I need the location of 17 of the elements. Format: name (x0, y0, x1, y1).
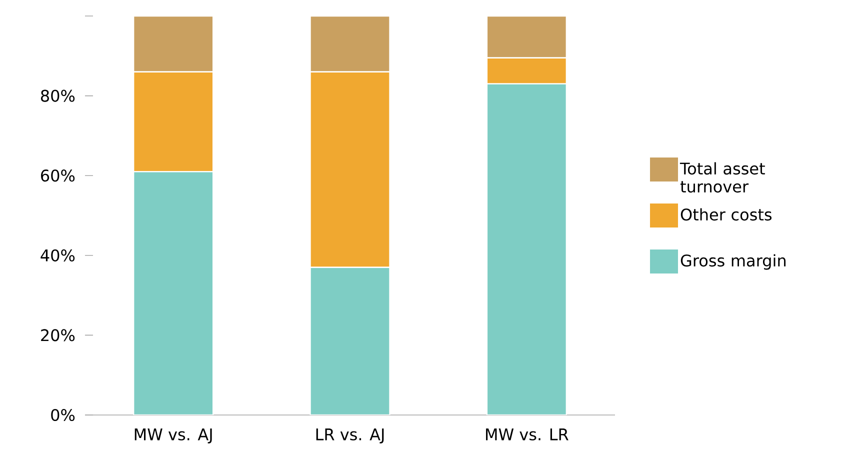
x-tick-label: MW vs. LR (486, 428, 568, 440)
y-tick-label: 20% (41, 329, 75, 342)
bar (132, 16, 214, 72)
bar (310, 266, 390, 415)
legend-label: Gross margin (680, 254, 786, 270)
y-tick-label: 60% (41, 170, 75, 182)
bar (310, 16, 390, 72)
bar (486, 16, 568, 58)
bar (132, 171, 214, 415)
y-tick-label: 80% (40, 90, 75, 102)
legend-label: Total asset turnover (680, 162, 765, 193)
bar (486, 83, 568, 415)
y-tick-label: 0% (51, 408, 75, 422)
x-tick-label: MW vs. AJ (134, 428, 212, 444)
x-tick-label: LR vs. AJ (316, 428, 384, 444)
legend-label: Other costs (680, 208, 772, 221)
y-tick-label: 40% (40, 249, 75, 262)
